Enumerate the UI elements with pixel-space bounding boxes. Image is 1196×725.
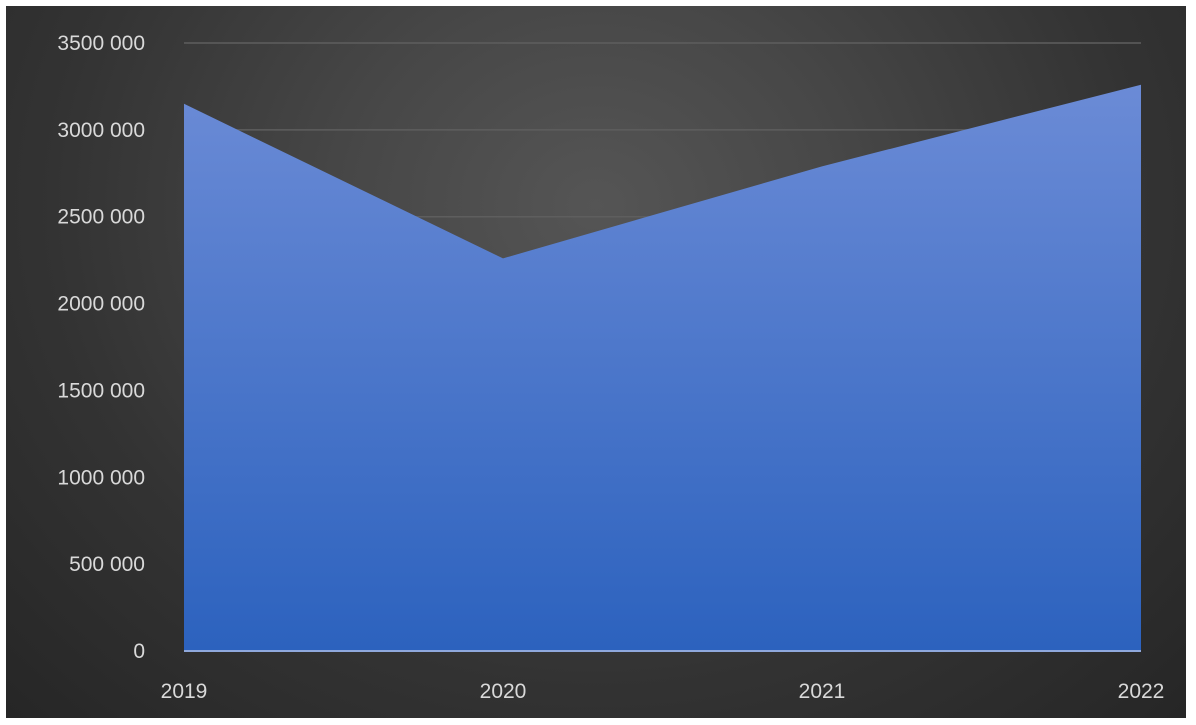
x-tick-label: 2021 xyxy=(799,680,846,703)
area-series xyxy=(184,84,1141,652)
y-tick-label: 2000 000 xyxy=(57,293,145,316)
y-tick-label: 3000 000 xyxy=(57,119,145,142)
y-tick-label: 3500 000 xyxy=(57,32,145,55)
y-tick-label: 1000 000 xyxy=(57,466,145,489)
y-tick-label: 0 xyxy=(133,640,145,663)
x-tick-label: 2022 xyxy=(1118,680,1165,703)
x-tick-label: 2020 xyxy=(480,680,527,703)
x-axis-tick-labels: 2019 2020 2021 2022 xyxy=(161,680,1165,703)
x-tick-label: 2019 xyxy=(161,680,208,703)
y-axis-tick-labels: 0 500 000 1000 000 1500 000 2000 000 2500 000… xyxy=(57,32,145,663)
area-fill xyxy=(184,84,1141,652)
y-tick-label: 2500 000 xyxy=(57,206,145,229)
y-tick-label: 500 000 xyxy=(69,553,145,576)
y-tick-label: 1500 000 xyxy=(57,379,145,402)
